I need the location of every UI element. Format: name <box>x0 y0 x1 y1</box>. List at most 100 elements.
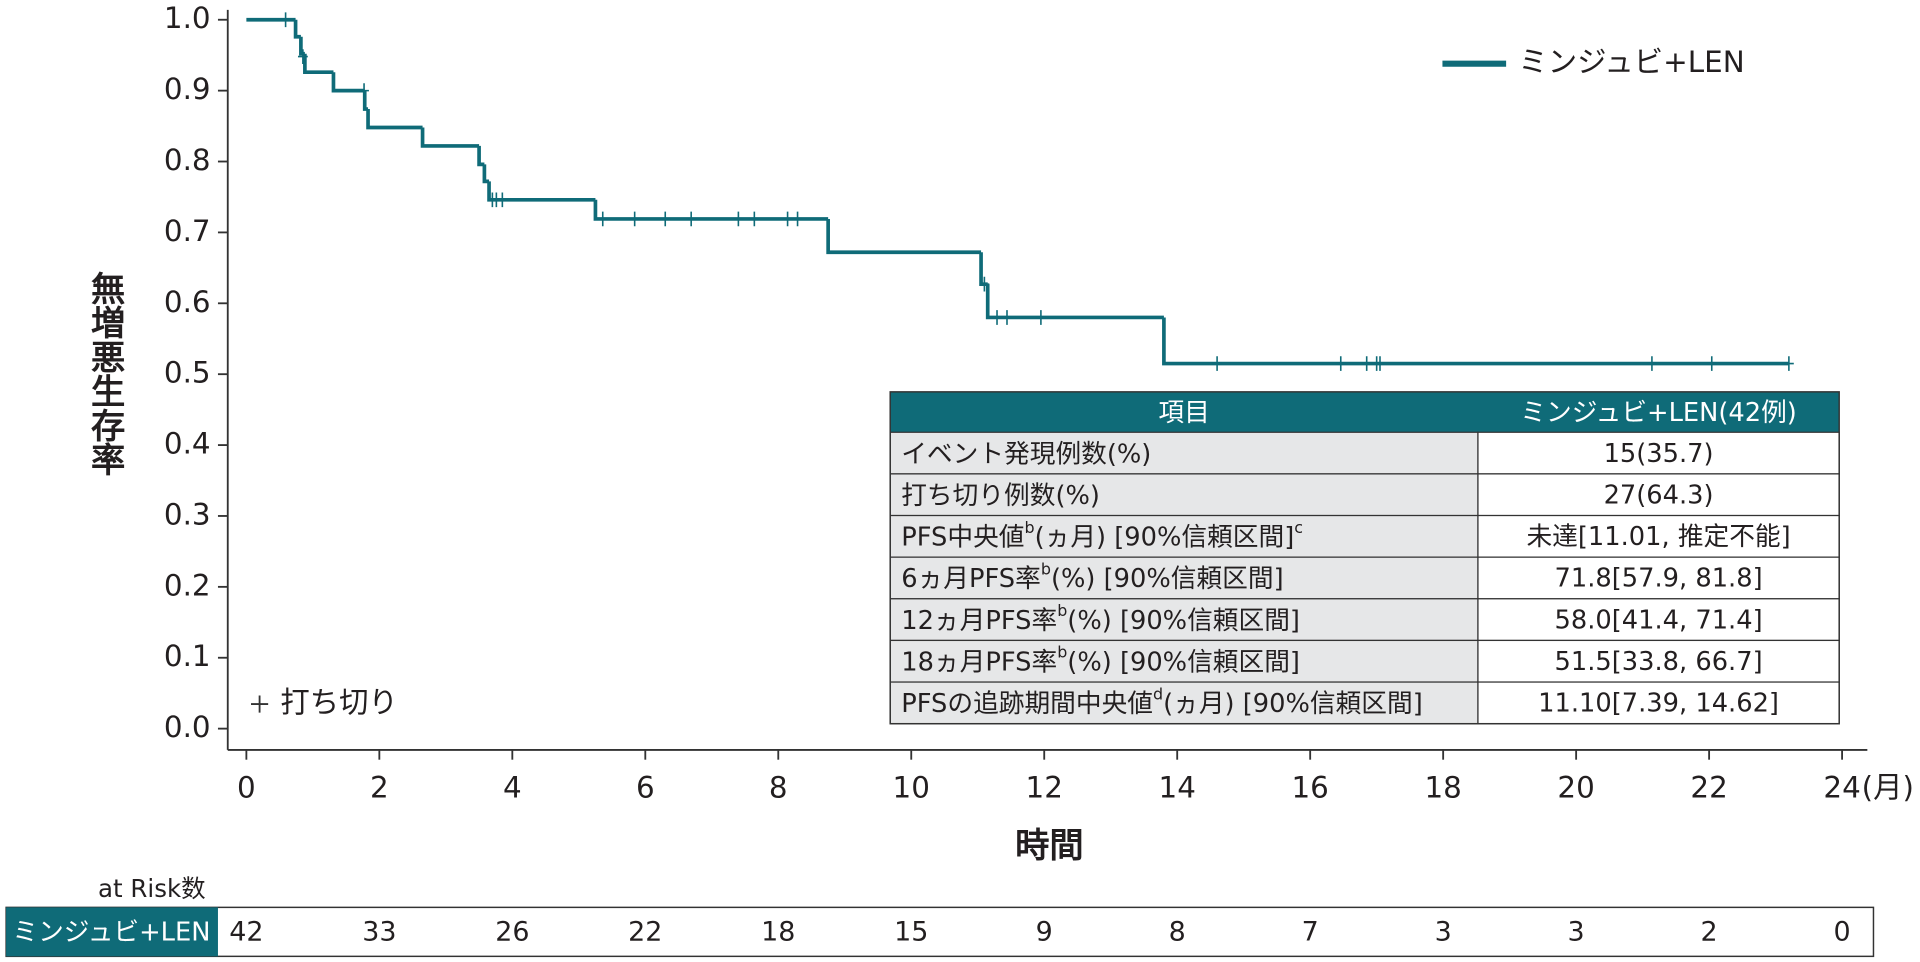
at-risk-count: 2 <box>1701 917 1718 948</box>
survival-step <box>487 181 596 202</box>
label-part: (%) [90%信頼区間] <box>1067 605 1300 635</box>
label-part: PFS中央値 <box>901 522 1024 552</box>
censor-mark <box>1375 356 1385 371</box>
x-tick-label: 24 <box>1823 771 1860 805</box>
table-border <box>889 391 1840 725</box>
y-tick-label: 0.9 <box>164 72 211 106</box>
x-axis-label: 時間 <box>1015 826 1084 866</box>
censor-mark <box>1036 310 1046 325</box>
y-axis-label: 無増悪生存率 <box>84 271 125 477</box>
y-tick-label: 0.8 <box>164 143 211 177</box>
at-risk-name-cell <box>6 907 218 957</box>
at-risk-title: at Risk数 <box>98 874 206 903</box>
x-tick-label: 20 <box>1557 771 1594 805</box>
table-label-cell <box>889 639 1479 683</box>
table-row-label: 打ち切り例数(%) <box>901 480 1100 510</box>
censor-mark <box>792 211 803 227</box>
censor-mark <box>1335 356 1346 371</box>
at-risk-count: 3 <box>1568 917 1585 948</box>
survival-step <box>420 127 480 148</box>
survival-step <box>482 164 490 184</box>
censor-mark <box>297 49 308 64</box>
y-tick-label: 0.6 <box>164 285 211 319</box>
y-tick-label: 0.4 <box>164 427 211 461</box>
censor-mark <box>749 211 760 227</box>
label-part: PFSの追跡期間中央値 <box>901 689 1153 719</box>
table-header: 項目 <box>1158 398 1209 428</box>
censor-mark <box>280 12 291 28</box>
at-risk-name: ミンジュビ+LEN <box>12 918 210 948</box>
at-risk-count: 15 <box>894 917 928 948</box>
y-tick-label: 1.0 <box>164 1 211 35</box>
censor-mark <box>686 211 697 227</box>
censor-mark <box>359 83 369 98</box>
censor-mark <box>629 211 640 227</box>
table-row-label: 12ヵ月PFS率b(%) [90%信頼区間] <box>901 601 1300 636</box>
table-row-value: 51.5[33.8, 66.7] <box>1555 647 1763 677</box>
table-value-cell <box>1477 556 1840 600</box>
superscript: b <box>1057 601 1067 620</box>
table-value-cell <box>1477 681 1840 725</box>
survival-step <box>362 90 369 111</box>
censor-mark <box>992 310 1002 325</box>
censor-mark <box>1002 310 1012 325</box>
table-value-cell <box>1477 514 1840 558</box>
table-row-label: 6ヵ月PFS率b(%) [90%信頼区間] <box>901 559 1283 594</box>
label-part: 6ヵ月PFS率 <box>901 564 1041 594</box>
censor-mark <box>782 211 793 227</box>
x-tick-label: 16 <box>1291 771 1328 805</box>
y-tick-label: 0.7 <box>164 214 211 248</box>
survival-step <box>293 19 301 39</box>
label-part: (ヵ月) [90%信頼区間] <box>1035 522 1295 552</box>
at-risk-count: 7 <box>1302 917 1319 948</box>
superscript: b <box>1024 517 1034 536</box>
table-row-label: 18ヵ月PFS率b(%) [90%信頼区間] <box>901 642 1300 677</box>
y-tick-label: 0.1 <box>164 639 211 673</box>
censor-mark <box>597 211 608 227</box>
censor-mark <box>660 211 671 227</box>
censor-mark <box>1783 356 1794 371</box>
censor-mark <box>979 276 990 292</box>
x-tick-label: 6 <box>636 771 655 805</box>
x-tick-label: 2 <box>370 771 389 805</box>
censor-mark <box>733 211 744 227</box>
x-tick-label: 10 <box>893 771 930 805</box>
table-value-cell <box>1477 639 1840 683</box>
survival-step <box>593 199 829 221</box>
censor-mark <box>1706 356 1717 371</box>
y-tick-label: 0.3 <box>164 497 211 531</box>
summary-table: 項目 ミンジュビ+LEN(42例) イベント発現例数(%) 15(35.7) 打ち切り例… <box>889 391 1840 725</box>
censor-mark <box>1212 356 1222 371</box>
at-risk-count: 18 <box>761 917 795 948</box>
table-row-value: 27(64.3) <box>1604 480 1714 510</box>
label-part: (%) [90%信頼区間] <box>1067 647 1300 677</box>
table-label-cell <box>889 681 1479 725</box>
at-risk-count: 9 <box>1036 917 1053 948</box>
x-axis-unit: (月) <box>1862 771 1914 805</box>
x-tick-label: 12 <box>1026 771 1063 805</box>
survival-step <box>331 72 365 93</box>
y-tick-label: 0.2 <box>164 568 211 602</box>
survival-step <box>1162 317 1789 366</box>
x-tick-label: 14 <box>1159 771 1196 805</box>
label-part: 12ヵ月PFS率 <box>901 605 1057 635</box>
table-header-bg <box>890 391 1840 433</box>
survival-step <box>303 53 334 75</box>
censor-mark <box>1647 356 1657 371</box>
x-tick-label: 4 <box>503 771 522 805</box>
label-part: 18ヵ月PFS率 <box>901 647 1057 677</box>
at-risk-count: 33 <box>362 917 396 948</box>
at-risk-box <box>5 906 1875 958</box>
x-tick-label: 18 <box>1424 771 1461 805</box>
table-row-value: 58.0[41.4, 71.4] <box>1555 605 1763 635</box>
censor-mark <box>497 192 508 208</box>
censor-legend-symbol <box>251 695 269 713</box>
label-part: (%) [90%信頼区間] <box>1051 564 1284 594</box>
superscript: b <box>1057 642 1067 661</box>
table-row-value: 未達[11.01, 推定不能] <box>1526 522 1790 552</box>
table-header: ミンジュビ+LEN(42例) <box>1520 398 1797 428</box>
at-risk-count: 3 <box>1435 917 1452 948</box>
table-label-cell <box>889 514 1479 558</box>
